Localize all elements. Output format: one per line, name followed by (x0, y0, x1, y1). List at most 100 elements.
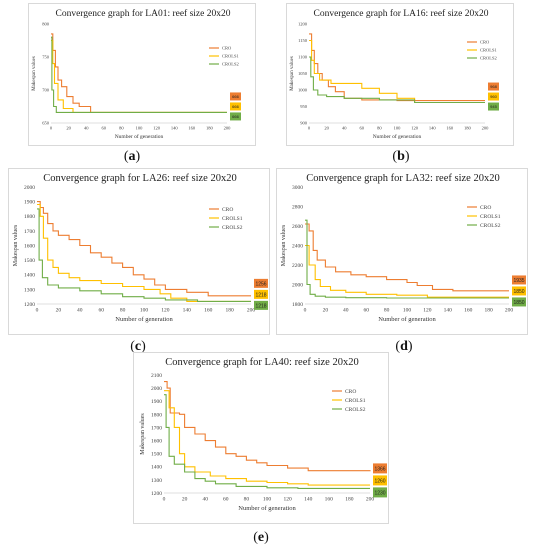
chart-title: Convergence graph for LA01: reef size 20… (56, 8, 231, 19)
x-tick-label: 180 (345, 497, 354, 503)
chart-svg: Convergence graph for LA16: reef size 20… (290, 8, 499, 140)
legend-label: CRO (222, 46, 232, 51)
x-tick-label: 180 (225, 308, 234, 314)
chart-panel-la16: Convergence graph for LA16: reef size 20… (286, 3, 514, 146)
y-tick-label: 1900 (24, 200, 35, 206)
chart-panel-la01: Convergence graph for LA01: reef size 20… (28, 3, 256, 146)
end-value-badge (488, 102, 499, 111)
x-tick-label: 120 (283, 497, 292, 503)
y-tick-label: 1900 (151, 399, 162, 405)
end-value-label: 1218 (255, 303, 266, 309)
y-tick-label: 1150 (298, 38, 308, 43)
x-axis-label: Number of generation (115, 316, 173, 323)
x-tick-label: 80 (377, 126, 382, 131)
end-value-label: 1230 (374, 490, 385, 496)
y-tick-label: 1200 (298, 22, 308, 27)
end-value-label: 968 (490, 84, 497, 89)
x-tick-label: 120 (161, 308, 170, 314)
x-axis-label: Number of generation (238, 505, 296, 512)
panel-label-b: (b) (392, 149, 410, 164)
y-tick-label: 750 (42, 55, 50, 60)
y-tick-label: 1400 (24, 273, 35, 279)
y-tick-label: 2800 (292, 204, 303, 210)
x-tick-label: 160 (204, 308, 213, 314)
legend-label: CROLS2 (345, 407, 366, 413)
end-value-badge (512, 286, 526, 296)
y-tick-label: 2000 (151, 386, 162, 392)
y-tick-label: 1700 (151, 425, 162, 431)
chart-svg: Convergence graph for LA26: reef size 20… (13, 173, 268, 323)
end-value-badge (512, 297, 526, 307)
end-value-badge (230, 112, 241, 121)
x-tick-label: 100 (403, 308, 412, 314)
chart-title: Convergence graph for LA16: reef size 20… (314, 8, 489, 19)
x-tick-label: 100 (136, 126, 144, 131)
panel-label-a: (a) (123, 149, 141, 164)
end-value-label: 1260 (374, 478, 385, 484)
x-tick-label: 200 (482, 126, 490, 131)
x-tick-label: 100 (394, 126, 402, 131)
x-tick-label: 20 (323, 308, 329, 314)
end-value-badge (373, 463, 387, 474)
y-tick-label: 1500 (24, 258, 35, 264)
x-tick-label: 140 (444, 308, 453, 314)
panel-label-e: (e) (253, 530, 269, 545)
end-value-label: 945 (490, 104, 497, 109)
series-line-crols1 (37, 203, 251, 302)
y-tick-label: 1800 (292, 302, 303, 308)
chart-title: Convergence graph for LA40: reef size 20… (165, 357, 358, 368)
series-line-crols2 (164, 394, 370, 489)
y-tick-label: 1800 (151, 412, 162, 418)
legend-label: CROLS2 (480, 223, 501, 229)
x-tick-label: 80 (244, 497, 250, 503)
legend-label: CROLS2 (222, 62, 239, 67)
y-axis-label: Makespan values (281, 224, 287, 266)
x-tick-label: 200 (247, 308, 256, 314)
x-tick-label: 0 (36, 308, 39, 314)
y-tick-label: 1800 (24, 214, 35, 220)
end-value-badge (254, 278, 268, 288)
x-tick-label: 80 (119, 126, 124, 131)
series-line-crols2 (37, 208, 251, 302)
series-line-crols1 (51, 39, 227, 113)
x-tick-label: 160 (446, 126, 454, 131)
chart-title: Convergence graph for LA26: reef size 20… (43, 173, 236, 184)
panel-label-d: (d) (395, 339, 413, 354)
series-line-cro (164, 381, 371, 472)
legend-label: CROLS1 (222, 216, 243, 222)
x-tick-label: 140 (429, 126, 437, 131)
y-tick-label: 1600 (24, 243, 35, 249)
y-tick-label: 900 (300, 121, 308, 126)
y-tick-label: 1050 (298, 71, 308, 76)
x-tick-label: 180 (206, 126, 214, 131)
x-tick-label: 100 (263, 497, 272, 503)
y-tick-label: 950 (300, 104, 308, 109)
x-tick-label: 60 (363, 308, 369, 314)
x-tick-label: 60 (223, 497, 229, 503)
end-value-label: 1935 (513, 278, 524, 284)
end-value-badge (488, 92, 499, 101)
x-tick-label: 60 (98, 308, 104, 314)
x-tick-label: 20 (324, 126, 329, 131)
x-tick-label: 0 (163, 497, 166, 503)
x-tick-label: 40 (342, 126, 347, 131)
panel-label-c: (c) (130, 339, 146, 354)
x-tick-label: 120 (423, 308, 432, 314)
y-tick-label: 2000 (24, 185, 35, 191)
end-value-label: 666 (232, 114, 239, 119)
x-tick-label: 100 (140, 308, 149, 314)
x-tick-label: 160 (188, 126, 196, 131)
legend-label: CROLS1 (345, 398, 366, 404)
end-value-badge (373, 487, 387, 498)
y-tick-label: 1300 (151, 478, 162, 484)
end-value-badge (512, 275, 526, 285)
legend-label: CRO (345, 389, 356, 395)
series-line-crols1 (164, 390, 370, 486)
x-tick-label: 40 (343, 308, 349, 314)
x-tick-label: 40 (77, 308, 83, 314)
end-value-badge (230, 102, 241, 111)
y-tick-label: 3000 (292, 185, 303, 191)
y-tick-label: 1200 (151, 491, 162, 497)
x-tick-label: 120 (153, 126, 161, 131)
y-tick-label: 2100 (151, 373, 162, 379)
